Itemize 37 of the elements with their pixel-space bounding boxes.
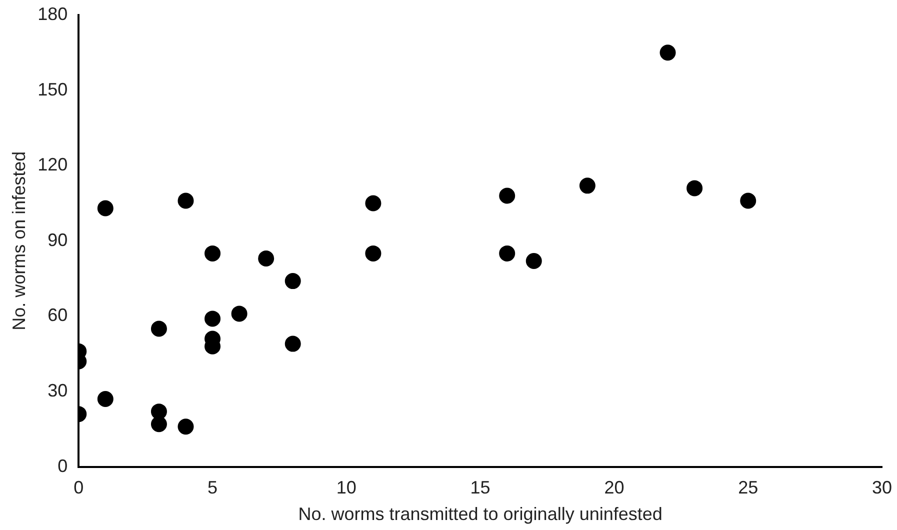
point — [499, 245, 516, 262]
x-tick-label: 0 — [74, 478, 84, 498]
y-tick-label: 180 — [38, 4, 68, 24]
y-tick-label: 60 — [48, 305, 68, 326]
x-tick-label: 30 — [872, 478, 892, 498]
x-tick-label: 10 — [336, 478, 356, 498]
point — [150, 416, 167, 432]
point — [499, 188, 516, 204]
point — [258, 250, 274, 266]
y-axis-title: No. worms on infested — [8, 151, 29, 330]
point — [740, 192, 756, 209]
point — [284, 336, 301, 352]
point — [204, 245, 221, 262]
point — [178, 192, 194, 209]
point — [231, 306, 248, 322]
point — [660, 44, 676, 61]
point — [579, 178, 596, 194]
y-tick-label: 0 — [58, 456, 68, 476]
x-tick-label: 20 — [604, 478, 624, 498]
y-tick-label: 120 — [38, 154, 68, 175]
x-tick-label: 5 — [208, 478, 218, 498]
x-tick-label: 25 — [738, 478, 758, 498]
x-axis-title: No. worms transmitted to originally uninfested — [298, 504, 662, 524]
point — [97, 391, 114, 408]
point — [178, 418, 194, 435]
point — [365, 245, 382, 262]
x-tick-label: 15 — [470, 478, 490, 498]
point — [97, 200, 114, 216]
point — [150, 320, 167, 337]
point — [284, 273, 301, 290]
point — [526, 252, 542, 269]
y-tick-label: 150 — [38, 79, 68, 100]
y-tick-label: 30 — [48, 380, 68, 400]
point — [365, 195, 382, 212]
point — [686, 180, 703, 196]
point — [204, 310, 221, 327]
y-tick-label: 90 — [48, 230, 68, 250]
